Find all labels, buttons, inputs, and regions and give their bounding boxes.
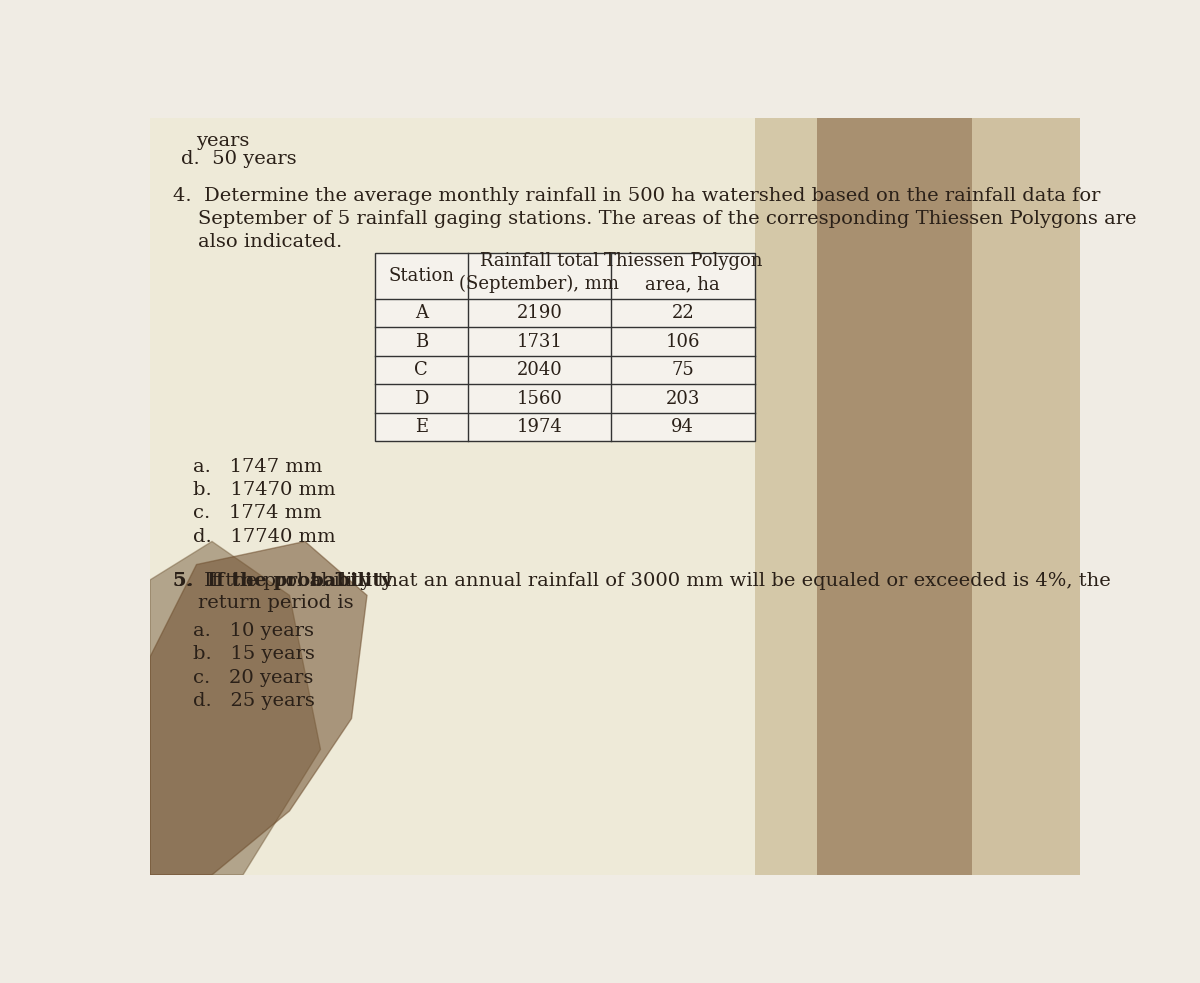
- Text: 5.  If the probability that an annual rainfall of 3000 mm will be equaled or exc: 5. If the probability that an annual rai…: [173, 572, 1111, 590]
- Text: Station: Station: [389, 266, 455, 285]
- Polygon shape: [150, 542, 320, 875]
- Text: return period is: return period is: [173, 594, 354, 611]
- Text: D: D: [414, 389, 428, 408]
- Text: E: E: [415, 418, 428, 436]
- Bar: [374, 253, 755, 441]
- Text: 2040: 2040: [516, 361, 563, 379]
- Text: 22: 22: [672, 304, 694, 322]
- Text: 94: 94: [671, 418, 695, 436]
- Text: a.   1747 mm: a. 1747 mm: [193, 458, 322, 477]
- Bar: [755, 118, 878, 875]
- Text: 1731: 1731: [516, 332, 563, 351]
- Bar: [816, 118, 972, 875]
- Bar: [847, 118, 1080, 875]
- Text: 2190: 2190: [516, 304, 563, 322]
- Text: 4.  Determine the average monthly rainfall in 500 ha watershed based on the rain: 4. Determine the average monthly rainfal…: [173, 187, 1100, 205]
- Text: 1560: 1560: [516, 389, 563, 408]
- Bar: [972, 118, 1080, 875]
- Text: b.   17470 mm: b. 17470 mm: [193, 482, 335, 499]
- Text: a.   10 years: a. 10 years: [193, 622, 313, 640]
- Text: Thiessen Polygon
area, ha: Thiessen Polygon area, ha: [604, 253, 762, 293]
- Bar: [755, 118, 816, 875]
- Polygon shape: [150, 542, 367, 875]
- Text: d.   17740 mm: d. 17740 mm: [193, 528, 335, 546]
- Text: also indicated.: also indicated.: [173, 233, 342, 252]
- Bar: [887, 118, 1080, 875]
- Text: 5.  If the probability: 5. If the probability: [173, 572, 392, 590]
- Text: A: A: [415, 304, 427, 322]
- Text: September of 5 rainfall gaging stations. The areas of the corresponding Thiessen: September of 5 rainfall gaging stations.…: [173, 210, 1136, 228]
- Text: B: B: [415, 332, 428, 351]
- Text: d.   25 years: d. 25 years: [193, 692, 314, 710]
- Text: 203: 203: [666, 389, 700, 408]
- Text: C: C: [414, 361, 428, 379]
- Text: 75: 75: [672, 361, 694, 379]
- Text: 106: 106: [666, 332, 700, 351]
- Text: 1974: 1974: [516, 418, 563, 436]
- Text: Rainfall total
(September), mm: Rainfall total (September), mm: [460, 252, 619, 293]
- Text: c.   20 years: c. 20 years: [193, 668, 313, 686]
- Text: b.   15 years: b. 15 years: [193, 646, 314, 664]
- Text: c.   1774 mm: c. 1774 mm: [193, 504, 322, 523]
- Bar: [150, 118, 793, 875]
- Text: d.  50 years: d. 50 years: [181, 150, 296, 168]
- Text: years: years: [197, 132, 250, 149]
